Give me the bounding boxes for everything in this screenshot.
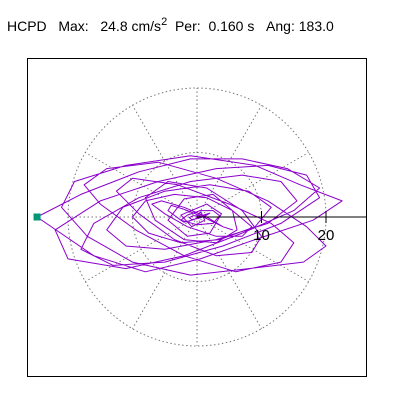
- motion-trace: [36, 155, 343, 276]
- max-unit-exponent: 2: [161, 16, 168, 28]
- max-unit: cm/s: [131, 18, 162, 34]
- grid-spoke: [132, 105, 198, 218]
- trace-layer: [36, 155, 343, 276]
- per-value: 0.160 s: [208, 18, 255, 34]
- radial-axis: 10 20: [197, 211, 366, 244]
- per-label: Per:: [174, 18, 201, 34]
- max-label: Max:: [58, 18, 89, 34]
- ang-value: 183.0: [298, 18, 334, 34]
- grid-spoke: [196, 216, 309, 282]
- radial-tick-label: 20: [318, 227, 335, 244]
- grid-spoke: [196, 216, 262, 329]
- grid-spoke: [196, 152, 309, 218]
- radial-tick-label: 10: [253, 227, 270, 244]
- station-code: HCPD: [7, 18, 47, 34]
- max-value: 24.8: [100, 18, 128, 34]
- ang-label: Ang:: [266, 18, 295, 34]
- chart-header: HCPD Max: 24.8 cm/s2 Per: 0.160 s Ang: 1…: [7, 13, 334, 35]
- direction-marker: [33, 213, 41, 221]
- marker-layer: [33, 213, 41, 221]
- plot-frame: [27, 58, 367, 377]
